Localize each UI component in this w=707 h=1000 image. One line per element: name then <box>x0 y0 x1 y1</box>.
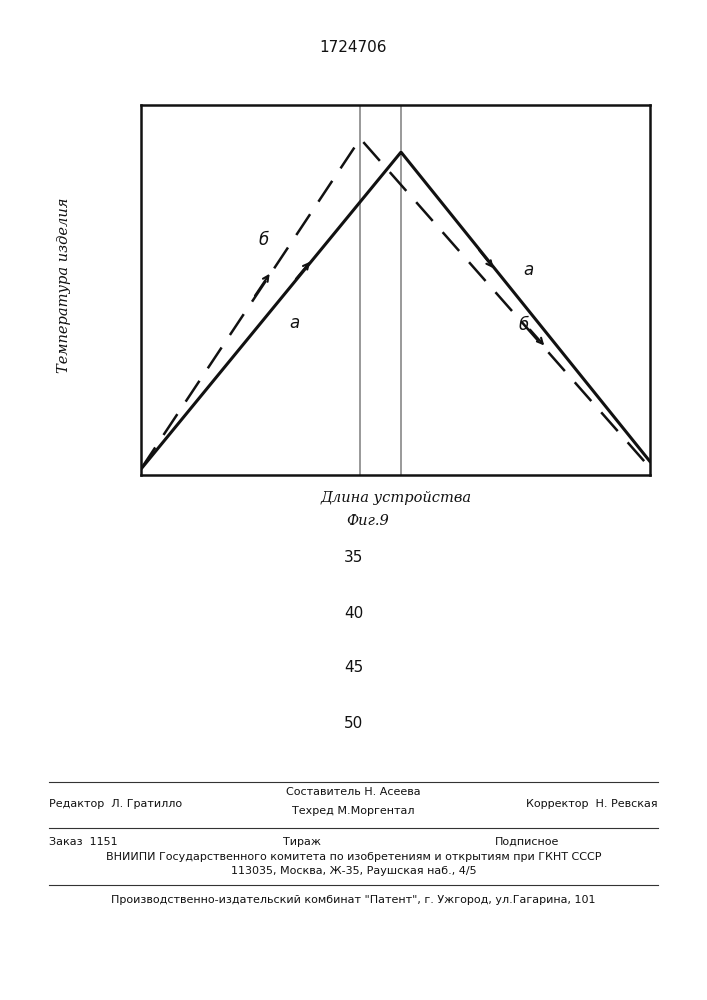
Text: ВНИИПИ Государственного комитета по изобретениям и открытиям при ГКНТ СССР: ВНИИПИ Государственного комитета по изоб… <box>106 852 601 862</box>
Text: б: б <box>259 231 269 249</box>
Text: 113035, Москва, Ж-35, Раушская наб., 4/5: 113035, Москва, Ж-35, Раушская наб., 4/5 <box>230 866 477 876</box>
Text: Техред М.Моргентал: Техред М.Моргентал <box>292 806 415 816</box>
Text: Составитель Н. Асеева: Составитель Н. Асеева <box>286 787 421 797</box>
Text: 35: 35 <box>344 550 363 566</box>
Text: Производственно-издательский комбинат "Патент", г. Ужгород, ул.Гагарина, 101: Производственно-издательский комбинат "П… <box>111 895 596 905</box>
Text: Корректор  Н. Ревская: Корректор Н. Ревская <box>526 799 658 809</box>
Text: Редактор  Л. Гратилло: Редактор Л. Гратилло <box>49 799 182 809</box>
Text: Подписное: Подписное <box>495 837 559 847</box>
Text: Тираж: Тираж <box>283 837 321 847</box>
Text: Температура изделия: Температура изделия <box>57 197 71 373</box>
Text: 45: 45 <box>344 660 363 676</box>
Text: а: а <box>523 261 533 279</box>
Text: Длина устройства: Длина устройства <box>320 491 472 505</box>
Text: Заказ  1151: Заказ 1151 <box>49 837 118 847</box>
Text: 1724706: 1724706 <box>320 40 387 55</box>
Text: б: б <box>518 316 528 334</box>
Text: а: а <box>289 314 299 332</box>
Text: 40: 40 <box>344 605 363 620</box>
Text: 50: 50 <box>344 716 363 730</box>
Text: Фиг.9: Фиг.9 <box>346 514 389 528</box>
